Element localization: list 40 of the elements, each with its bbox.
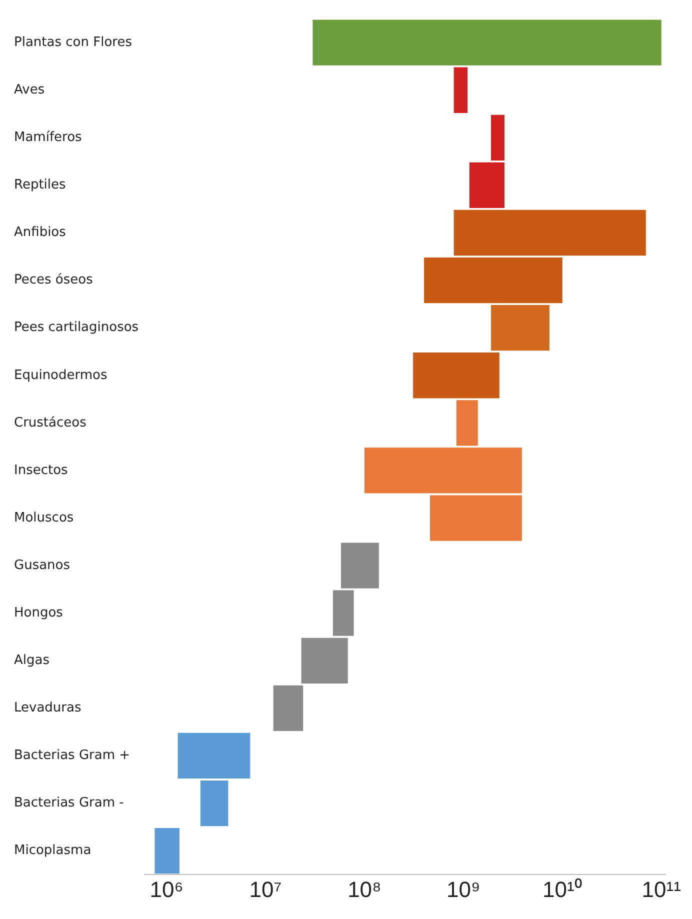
bar (456, 400, 478, 446)
y-tick-label: Bacterias Gram - (14, 796, 124, 811)
bar (424, 257, 562, 304)
bar (332, 590, 354, 636)
y-tick-label: Reptiles (14, 178, 66, 193)
y-tick-label: Crustáceos (14, 415, 87, 430)
y-tick-label: Levaduras (14, 700, 82, 716)
y-tick-label: Hongos (14, 605, 64, 620)
bar (301, 638, 348, 684)
y-tick-label: Algas (14, 653, 50, 668)
x-tick-label: 10¹¹ (642, 876, 681, 902)
bar (178, 732, 250, 779)
bar (490, 114, 504, 160)
bar (273, 685, 304, 732)
bar (312, 20, 662, 66)
bar (454, 67, 468, 113)
x-tick-label: 10⁶ (150, 876, 184, 902)
bar (454, 210, 646, 256)
bar (154, 828, 180, 874)
x-tick-label: 10⁸ (348, 876, 382, 902)
y-tick-label: Insectos (14, 462, 68, 478)
x-tick-label: 10¹⁰ (542, 876, 582, 902)
x-tick-label: 10⁹ (446, 876, 480, 902)
y-tick-label: Bacterias Gram + (14, 748, 130, 764)
y-tick-label: Peces óseos (14, 272, 94, 288)
bar (413, 352, 500, 398)
y-tick-label: Aves (14, 82, 45, 98)
bar (341, 542, 379, 588)
y-tick-label: Micoplasma (14, 843, 92, 858)
y-tick-label: Mamíferos (14, 130, 82, 146)
x-tick-label: 10⁷ (249, 876, 282, 902)
bar (490, 305, 550, 351)
bar (469, 162, 504, 208)
bar (200, 780, 228, 826)
y-tick-label: Gusanos (14, 558, 70, 573)
y-tick-label: Moluscos (14, 510, 74, 526)
y-tick-label: Plantas con Flores (14, 34, 132, 50)
y-tick-label: Pees cartilaginosos (14, 320, 139, 336)
y-tick-label: Equinodermos (14, 368, 108, 383)
y-tick-label: Anfibios (14, 225, 66, 240)
